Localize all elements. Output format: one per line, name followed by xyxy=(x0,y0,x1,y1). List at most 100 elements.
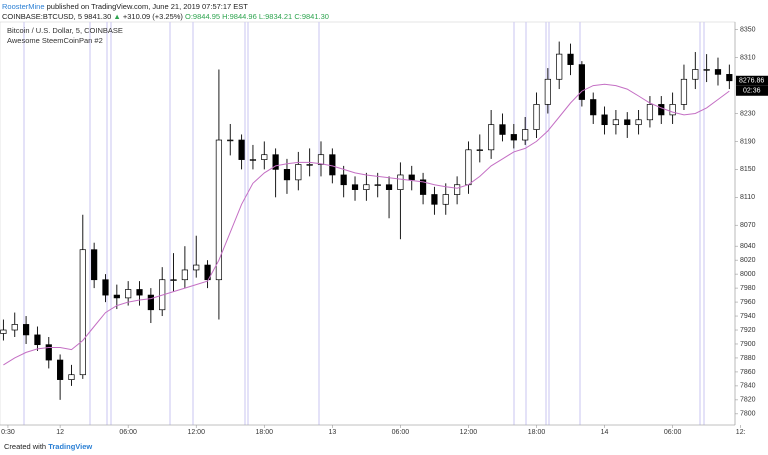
y-tick-label: 7980 xyxy=(740,285,756,292)
candle-body xyxy=(510,134,517,141)
candle-body xyxy=(658,104,665,116)
candle-body xyxy=(408,174,415,181)
published: published on TradingView.com, June 21, 2… xyxy=(46,2,248,11)
candle-body xyxy=(22,324,30,336)
x-tick-label: 06:00 xyxy=(664,429,682,436)
candle-body xyxy=(476,149,483,151)
session-markers xyxy=(23,22,705,425)
price-badge-label: 8276.86 xyxy=(739,78,764,85)
candle-body xyxy=(283,169,291,181)
candle-body xyxy=(419,179,427,195)
x-tick-label: 14 xyxy=(601,429,609,436)
candle-body xyxy=(317,154,325,165)
candle-body xyxy=(261,154,268,160)
candle-body xyxy=(578,64,585,100)
candle-body xyxy=(533,104,540,130)
y-tick-label: 8110 xyxy=(740,194,755,201)
candle-body xyxy=(306,164,313,166)
y-tick-label: 7880 xyxy=(740,355,756,362)
candle-body xyxy=(374,184,381,186)
x-tick-label: 13 xyxy=(328,429,336,436)
candle-body xyxy=(442,194,449,205)
price-badge xyxy=(736,75,768,86)
y-tick-label: 8190 xyxy=(740,138,756,145)
candle-body xyxy=(249,159,257,161)
y-tick-label: 7800 xyxy=(740,411,756,418)
candle-body xyxy=(726,74,733,82)
candle-body xyxy=(680,78,688,105)
y-tick-label: 7940 xyxy=(740,313,756,320)
candle-body xyxy=(465,149,472,186)
footer: Created with TradingView xyxy=(4,442,92,451)
candle-body xyxy=(454,184,461,195)
candle-body xyxy=(601,114,608,126)
last: 9841.30 xyxy=(84,12,112,21)
candle-body xyxy=(431,194,438,205)
countdown-badge xyxy=(736,85,768,96)
low: L:9834.21 xyxy=(258,12,293,21)
y-tick-label: 8350 xyxy=(740,27,756,34)
countdown-label: 02:36 xyxy=(743,88,761,95)
y-tick-label: 8000 xyxy=(740,271,756,278)
change: +310.09 (+3.25%) xyxy=(122,12,183,21)
chart-title: Bitcoin / U.S. Dollar, 5, COINBASE xyxy=(7,26,123,35)
candle-body xyxy=(397,174,404,190)
candle-body xyxy=(703,69,710,71)
candle-body xyxy=(556,53,563,80)
y-tick-label: 7920 xyxy=(740,327,756,334)
candle-body xyxy=(590,99,597,116)
chart-subtitle: Awesome SteemCoinPan #2 xyxy=(7,36,103,45)
x-tick-label: 06:00 xyxy=(119,429,137,436)
candle-body xyxy=(272,154,279,170)
candle-body xyxy=(669,104,676,116)
x-tick-label: 12 xyxy=(56,429,64,436)
candle-body xyxy=(646,104,654,121)
created: Created with xyxy=(4,442,47,451)
candle-body xyxy=(113,294,120,299)
candle-body xyxy=(329,154,336,176)
candle-body xyxy=(612,119,620,126)
arrow: ▲ xyxy=(113,12,121,21)
symbol: COINBASE:BTCUSD, 5 xyxy=(2,12,83,21)
candle-body xyxy=(692,69,699,80)
candle-body xyxy=(147,294,154,311)
chart: Bitcoin / U.S. Dollar, 5, COINBASE Aweso… xyxy=(0,21,768,436)
candle-body xyxy=(181,269,188,281)
candle-body xyxy=(624,119,631,126)
candle-body xyxy=(488,124,495,151)
published-line: RoosterMine published on TradingView.com… xyxy=(2,2,248,11)
x-tick-label: 0:30 xyxy=(1,429,15,436)
candle-body xyxy=(68,374,75,380)
candle-body xyxy=(714,69,722,75)
candle-body xyxy=(340,174,347,186)
candle-body xyxy=(385,184,393,190)
candle-body xyxy=(635,119,642,126)
brand[interactable]: TradingView xyxy=(48,442,93,451)
y-tick-label: 7840 xyxy=(740,383,756,390)
candle-body xyxy=(204,264,211,281)
x-tick-label: 18:00 xyxy=(256,429,274,436)
author[interactable]: RoosterMine xyxy=(2,2,45,11)
candle-body xyxy=(170,279,177,281)
x-tick-label: 18:00 xyxy=(528,429,546,436)
symbol-line: COINBASE:BTCUSD, 5 9841.30 ▲ +310.09 (+3… xyxy=(2,12,329,21)
candle-body xyxy=(136,289,143,296)
open: O:9844.95 xyxy=(185,12,221,21)
candle-body xyxy=(522,129,529,141)
y-tick-label: 8070 xyxy=(740,222,756,229)
close: C:9841.30 xyxy=(294,12,329,21)
y-tick-label: 8150 xyxy=(740,166,756,173)
candle-body xyxy=(215,139,223,281)
plot-frame xyxy=(0,21,736,426)
moving-average xyxy=(3,83,730,366)
candle-body xyxy=(0,329,7,334)
x-tick-label: 06:00 xyxy=(392,429,410,436)
y-tick-label: 8040 xyxy=(740,243,756,250)
y-tick-label: 8020 xyxy=(740,257,756,264)
candle-body xyxy=(57,359,64,380)
x-tick-label: 12:00 xyxy=(187,429,205,436)
candle-body xyxy=(193,264,200,271)
y-tick-label: 7900 xyxy=(740,341,756,348)
candle-body xyxy=(567,53,574,65)
